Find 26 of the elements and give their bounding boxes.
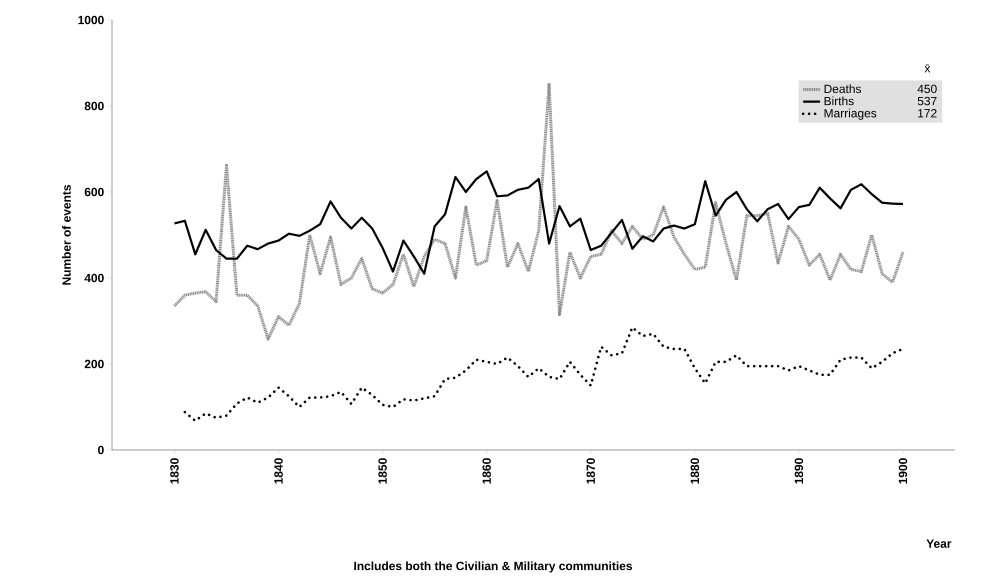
annotation: 450 [918,84,937,94]
x-tick-label: 1890 [794,458,804,484]
y-tick-label: 400 [84,274,104,282]
y-tick-label: 0 [98,446,104,454]
x-tick-label: 1870 [586,458,595,484]
x-tick-label: 1830 [170,458,179,484]
y-tick-label: 200 [84,360,104,368]
legend-label: Births [824,96,854,106]
x-tick-label: 1840 [274,458,283,484]
y-tick-label: 1000 [78,16,104,24]
x-tick-label: 1900 [898,458,908,484]
y-tick-label: 600 [84,188,104,196]
legend-label: Deaths [824,84,862,94]
x-tick-label: 1850 [378,458,387,484]
line-series [172,82,904,341]
y-tick-label: 800 [84,102,104,110]
y-axis-title: Number of events [62,185,71,285]
annotation: 172 [918,108,937,118]
x-tick-label: 1860 [482,458,491,484]
text: Includes both the Civilian & Military communities [354,561,632,573]
annotation: 537 [918,96,937,106]
legend-label: Marriages [824,108,876,120]
legend-title: x̄ [924,64,930,72]
x-axis-title: Year [926,540,952,548]
x-tick-label: 1880 [690,458,700,484]
line-series [173,170,904,275]
